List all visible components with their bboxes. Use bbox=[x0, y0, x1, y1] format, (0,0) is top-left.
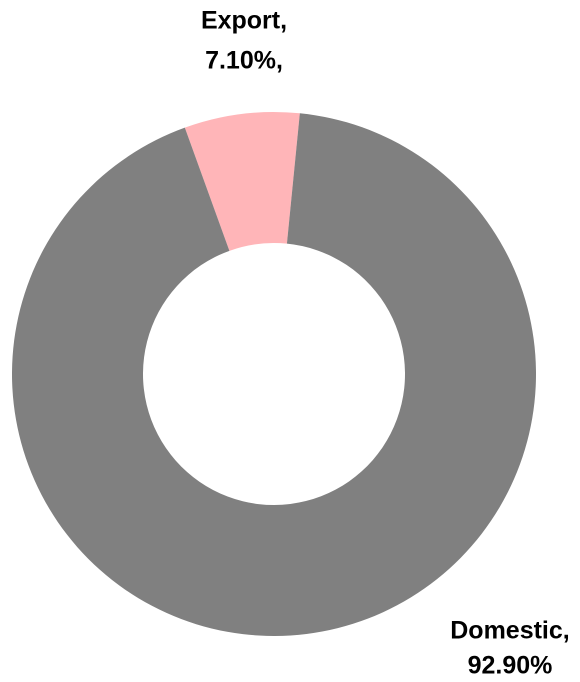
slice-value-label: 92.90% bbox=[468, 652, 553, 680]
slice-value-label: 7.10%, bbox=[205, 47, 283, 75]
donut-slice bbox=[12, 113, 537, 636]
slice-category-label: Domestic, bbox=[450, 617, 569, 645]
donut-slice bbox=[184, 112, 300, 251]
slice-category-label: Export, bbox=[201, 7, 287, 35]
